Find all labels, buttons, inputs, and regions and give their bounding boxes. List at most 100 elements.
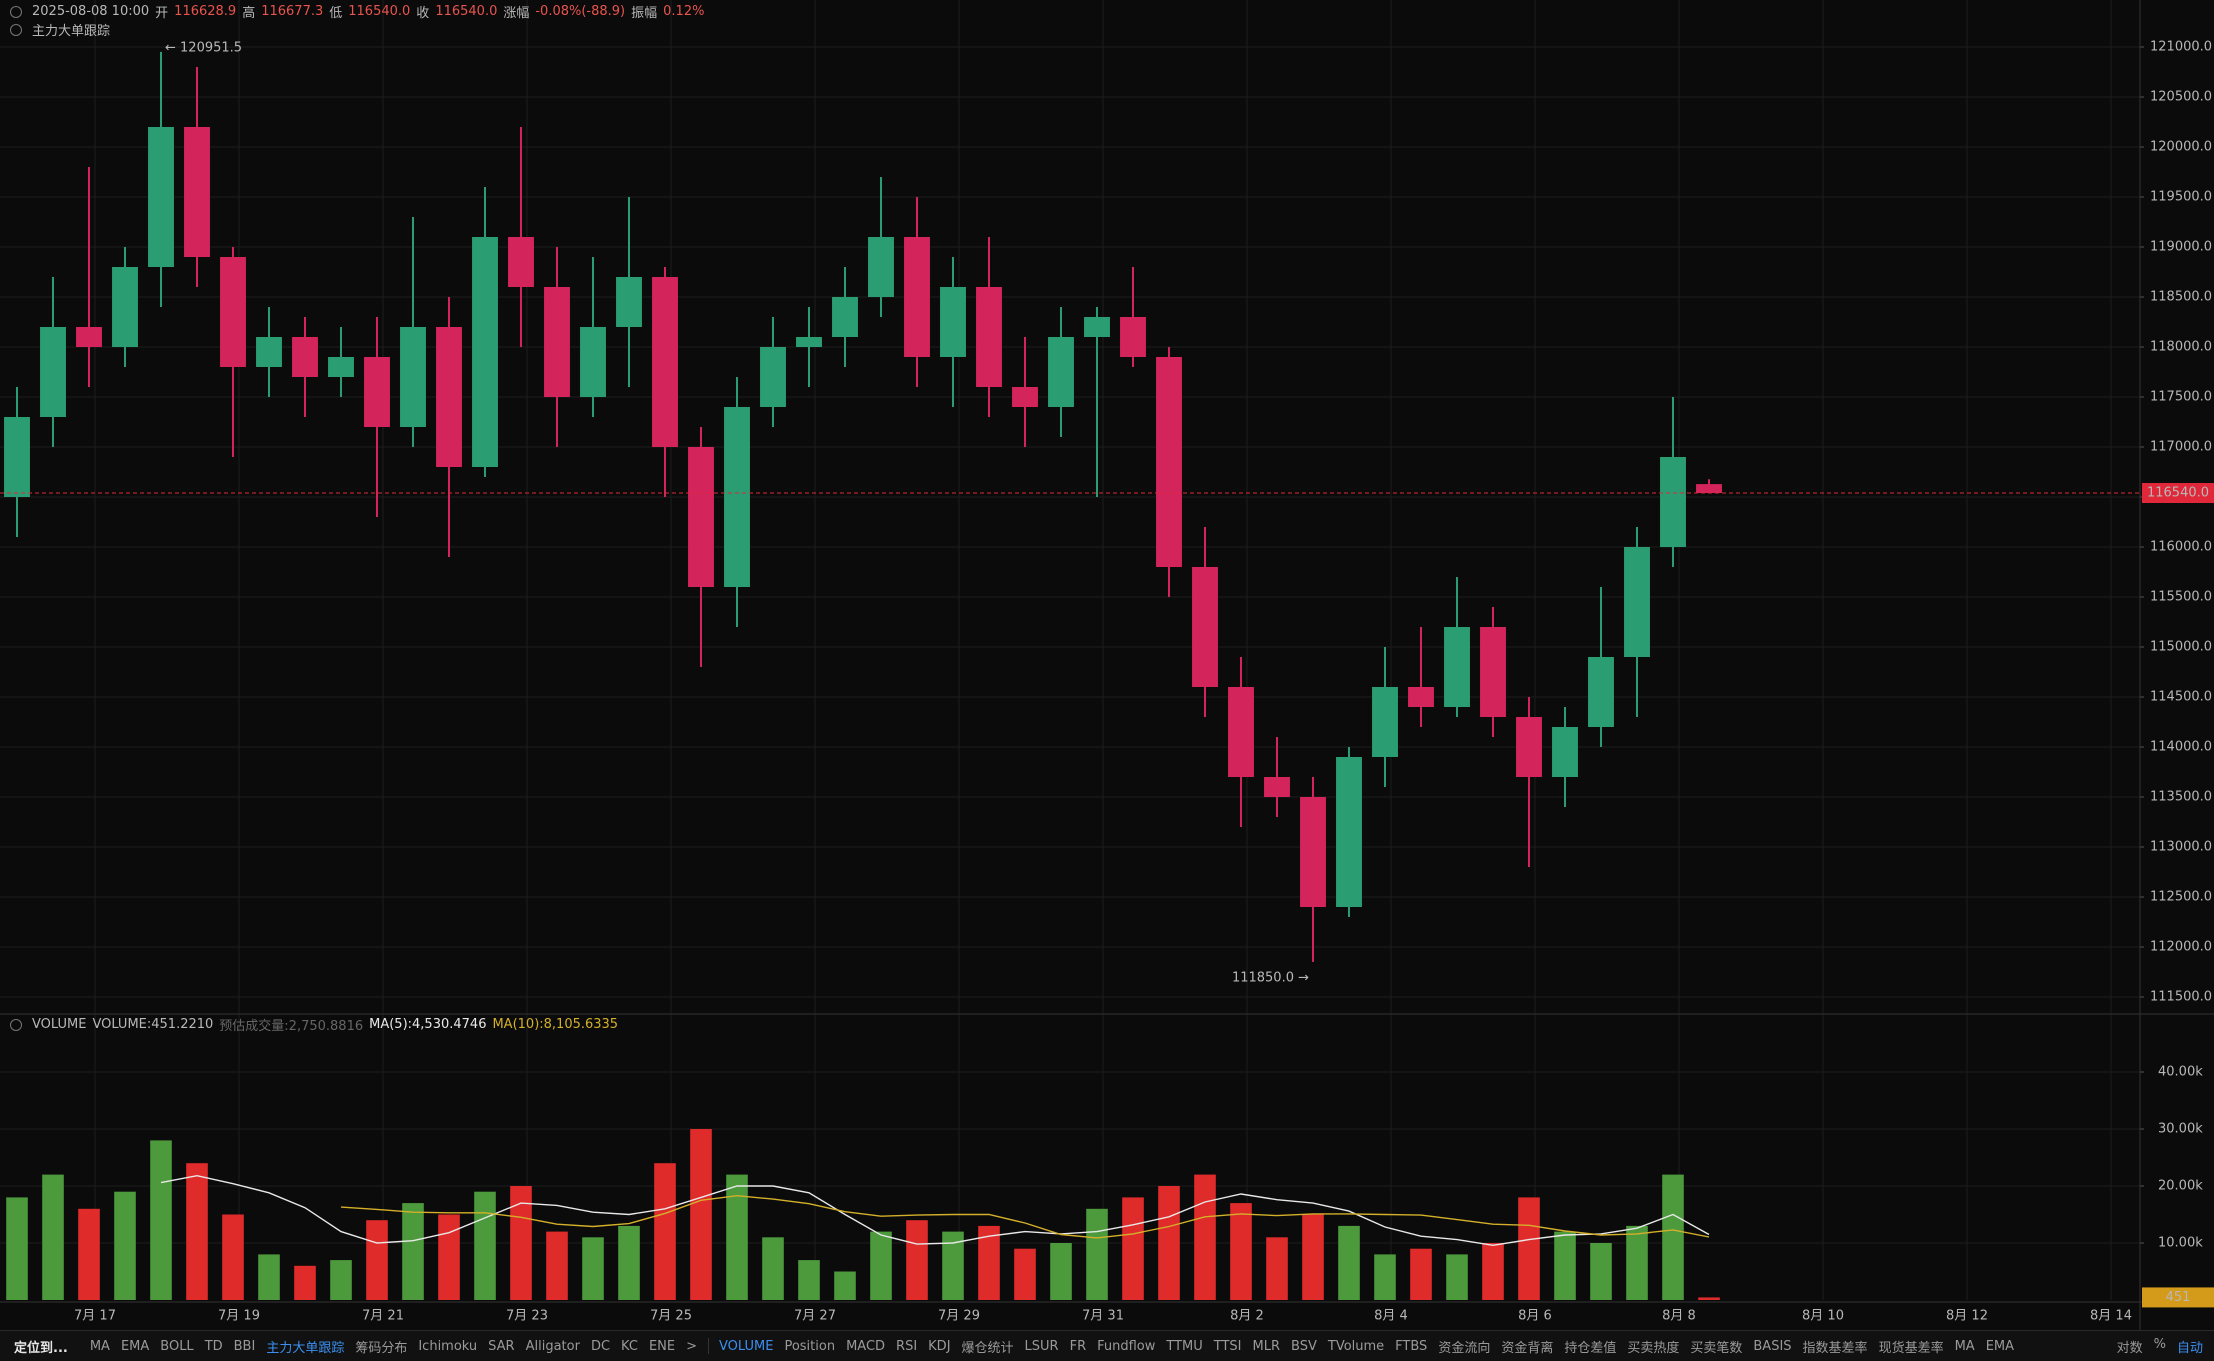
y-tick-label: 112000.0 (2150, 940, 2212, 955)
y-tick-label: 117000.0 (2150, 440, 2212, 455)
toolbar-item[interactable]: EMA (120, 1338, 150, 1354)
candle-body (544, 287, 570, 397)
volume-bar (654, 1163, 676, 1300)
volume-bar (1518, 1197, 1540, 1300)
toolbar-item[interactable]: MLR (1252, 1338, 1281, 1354)
volume-bar (1626, 1225, 1648, 1300)
y-tick-label: 113000.0 (2150, 840, 2212, 855)
candle-body (76, 327, 102, 347)
toolbar-item[interactable]: 主力大单跟踪 (266, 1340, 345, 1356)
field-value: 116540.0 (348, 4, 411, 19)
toolbar-item[interactable]: 指数基差率 (1802, 1340, 1868, 1356)
toolbar-item[interactable]: MA (1954, 1338, 1975, 1354)
toolbar-item[interactable]: 资金流向 (1438, 1340, 1491, 1356)
toolbar-item[interactable]: 爆仓统计 (961, 1340, 1014, 1356)
toolbar-item[interactable]: Fundflow (1097, 1338, 1156, 1354)
locate-button[interactable]: 定位到... (14, 1340, 68, 1356)
toolbar-item[interactable]: 自动 (2176, 1340, 2203, 1356)
volume-bar (1014, 1248, 1036, 1300)
toolbar-item[interactable]: Alligator (525, 1338, 580, 1354)
chart: 7月 17 7月 19 7月 21 7月 23 7月 25 7月 27 7月 29 7月 31… (0, 0, 2214, 1330)
background (0, 0, 2214, 1330)
toolbar-item[interactable]: 对数 (2116, 1340, 2143, 1356)
candle-body (760, 347, 786, 407)
x-tick-label: 8月 6 (1518, 1309, 1552, 1324)
toolbar-item[interactable]: 买卖笔数 (1690, 1340, 1743, 1356)
toolbar-item[interactable]: > (686, 1338, 697, 1354)
y-tick-label: 119000.0 (2150, 240, 2212, 255)
toolbar: 定位到... MA EMA BOLL TD BBI 主力大单跟踪 筹码分布 Ichimoku S… (0, 1330, 2214, 1361)
field-value: 116540.0 (435, 4, 498, 19)
toolbar-right: 对数% 自动 (2117, 1337, 2214, 1356)
candle-body (436, 327, 462, 467)
toolbar-item[interactable]: KDJ (928, 1338, 951, 1354)
toolbar-item[interactable]: FTBS (1395, 1338, 1428, 1354)
toolbar-item[interactable]: FR (1069, 1338, 1087, 1354)
volume-bar (1374, 1254, 1396, 1300)
volume-bar (6, 1197, 28, 1300)
toolbar-item[interactable]: 持仓差值 (1564, 1340, 1617, 1356)
candle-body (580, 327, 606, 397)
toolbar-item[interactable]: KC (621, 1338, 638, 1354)
candle-body (472, 237, 498, 467)
volume-bar (1446, 1254, 1468, 1300)
toolbar-item[interactable]: 买卖热度 (1627, 1340, 1680, 1356)
field-value: 0.12% (663, 4, 705, 19)
volume-bar (870, 1231, 892, 1300)
toolbar-item[interactable]: RSI (896, 1338, 918, 1354)
toolbar-item[interactable]: TTMU (1166, 1338, 1203, 1354)
volume-bar (1338, 1225, 1360, 1300)
toolbar-item[interactable]: BOLL (160, 1338, 194, 1354)
toolbar-item[interactable]: BBI (233, 1338, 256, 1354)
collapse-icon[interactable] (10, 5, 22, 18)
toolbar-item[interactable]: 资金背离 (1501, 1340, 1554, 1356)
toolbar-item[interactable]: TVolume (1327, 1338, 1385, 1354)
candle-body (1552, 727, 1578, 777)
y-tick-label: 117500.0 (2150, 390, 2212, 405)
candle-body (724, 407, 750, 587)
y-tick-label: 114500.0 (2150, 690, 2212, 705)
field-label: 高 (242, 6, 256, 21)
volume-bar (906, 1220, 928, 1300)
volume-bar (294, 1265, 316, 1300)
toolbar-item[interactable]: Ichimoku (418, 1338, 478, 1354)
y-tick-label: 119500.0 (2150, 190, 2212, 205)
toolbar-item[interactable]: VOLUME (719, 1338, 774, 1354)
toolbar-item[interactable]: % (2153, 1336, 2166, 1352)
toolbar-item[interactable]: MA (89, 1338, 110, 1354)
toolbar-item[interactable]: Position (784, 1338, 836, 1354)
candle-body (1012, 387, 1038, 407)
toolbar-item[interactable]: BASIS (1753, 1338, 1792, 1354)
toolbar-item[interactable]: DC (590, 1338, 611, 1354)
toolbar-item[interactable]: BSV (1291, 1338, 1317, 1354)
toolbar-item[interactable]: LSUR (1024, 1338, 1059, 1354)
collapse-icon[interactable] (10, 23, 22, 36)
candle-body (508, 237, 534, 287)
y-tick-label: 20.00k (2158, 1179, 2203, 1194)
collapse-icon[interactable] (10, 1018, 22, 1031)
volume-bar (618, 1225, 640, 1300)
toolbar-item[interactable]: MACD (846, 1338, 886, 1354)
candle-body (1228, 687, 1254, 777)
toolbar-item[interactable]: TTSI (1213, 1338, 1242, 1354)
toolbar-item[interactable]: ENE (648, 1338, 676, 1354)
candle-body (1480, 627, 1506, 717)
candle-body (1516, 717, 1542, 777)
y-tick-label: 118000.0 (2150, 340, 2212, 355)
toolbar-item[interactable]: 现货基差率 (1878, 1340, 1944, 1356)
candle-body (616, 277, 642, 327)
candle-body (40, 327, 66, 417)
toolbar-item[interactable]: EMA (1985, 1338, 2015, 1354)
toolbar-item[interactable]: TD (204, 1338, 223, 1354)
toolbar-item[interactable]: 筹码分布 (355, 1340, 408, 1356)
field-value: -0.08%(-88.9) (535, 4, 626, 19)
volume-bar (1698, 1297, 1720, 1300)
ma-line (160, 1174, 1710, 1247)
toolbar-item[interactable]: SAR (488, 1338, 515, 1354)
x-tick-label: 8月 2 (1230, 1309, 1264, 1324)
x-tick-label: 7月 29 (938, 1309, 980, 1324)
volume-bar (186, 1163, 208, 1300)
y-tick-label: 115000.0 (2150, 640, 2212, 655)
volume-bar (834, 1271, 856, 1300)
y-tick-label: 30.00k (2158, 1122, 2203, 1137)
